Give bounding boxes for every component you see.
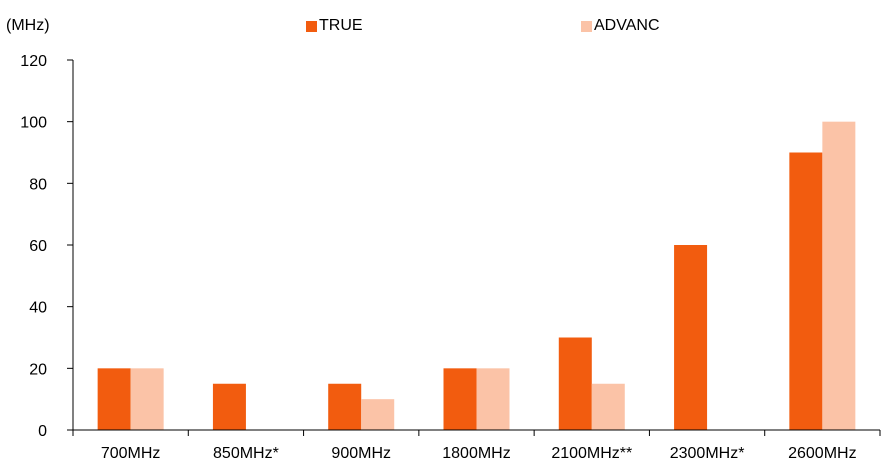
y-tick-label-3: 60 [29, 238, 47, 255]
y-tick-label-2: 40 [29, 300, 47, 317]
bar-true-6 [789, 152, 823, 430]
bar-advanc-0 [130, 368, 164, 430]
legend-label-true: TRUE [319, 17, 363, 34]
bar-true-0 [97, 368, 131, 430]
legend-label-advanc: ADVANC [594, 17, 660, 34]
y-axis-unit-label: (MHz) [6, 17, 50, 34]
bar-true-5 [674, 245, 708, 430]
x-tick-label-1: 850MHz* [213, 445, 279, 462]
bar-advanc-6 [822, 121, 856, 431]
bar-advanc-3 [476, 368, 510, 430]
bar-advanc-2 [361, 399, 395, 430]
x-tick-label-2: 900MHz [331, 445, 391, 462]
bar-true-4 [558, 337, 592, 430]
x-tick-label-4: 2100MHz** [551, 445, 632, 462]
bar-true-3 [443, 368, 477, 430]
x-tick-label-0: 700MHz [101, 445, 161, 462]
legend-swatch-true [306, 20, 317, 32]
y-tick-label-6: 120 [20, 53, 47, 70]
legend-swatch-advanc [581, 20, 592, 32]
legend-item-true: TRUE [306, 17, 363, 35]
y-tick-label-5: 100 [20, 115, 47, 132]
bar-true-1 [212, 383, 246, 430]
legend-item-advanc: ADVANC [581, 17, 660, 35]
x-tick-label-6: 2600MHz [788, 445, 856, 462]
bar-advanc-4 [591, 383, 625, 430]
y-tick-label-4: 80 [29, 176, 47, 193]
x-tick-label-5: 2300MHz* [670, 445, 745, 462]
bar-true-2 [328, 383, 362, 430]
x-tick-label-3: 1800MHz [442, 445, 510, 462]
y-tick-label-0: 0 [38, 423, 47, 440]
y-tick-label-1: 20 [29, 361, 47, 378]
